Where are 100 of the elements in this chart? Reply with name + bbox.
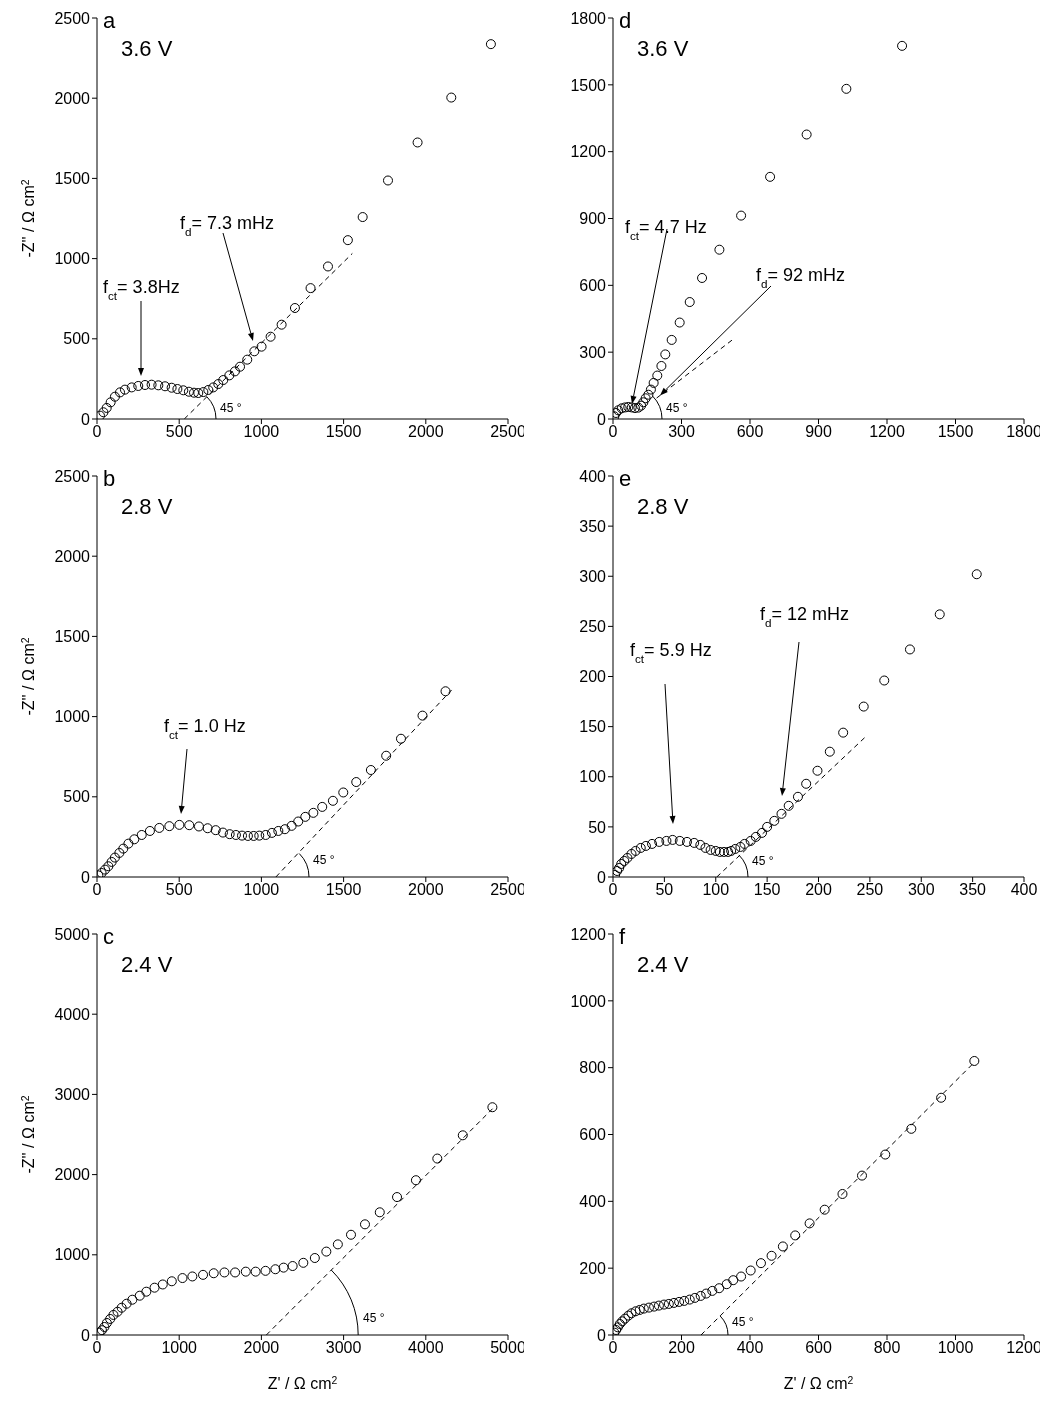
point (114, 847, 125, 858)
point (273, 825, 284, 836)
y-tick-label: 300 (579, 567, 607, 585)
y-tick-label: 3000 (54, 1086, 91, 1104)
point (630, 1306, 641, 1317)
point (812, 765, 823, 776)
y-tick-label: 500 (63, 788, 91, 806)
annotation: 45 ° (363, 1311, 385, 1325)
point (346, 1229, 356, 1240)
point (801, 778, 812, 789)
point (667, 834, 678, 845)
point (218, 375, 229, 386)
chart-title: d (619, 8, 632, 33)
point (766, 1250, 777, 1261)
y-tick-label: 0 (81, 410, 91, 428)
point (857, 1170, 867, 1181)
point (769, 815, 780, 826)
y-tick-label: 1500 (570, 76, 607, 94)
point (203, 384, 214, 395)
y-tick-label: 2000 (54, 547, 91, 565)
point (446, 92, 457, 103)
point (647, 838, 658, 849)
y-tick-label: 1200 (570, 143, 607, 161)
point (382, 175, 393, 186)
chart-title: b (103, 466, 116, 491)
point (109, 391, 120, 402)
x-tick-label: 3000 (325, 1339, 362, 1357)
x-tick-label: 200 (668, 1339, 695, 1357)
x-tick-label: 400 (1010, 881, 1038, 899)
y-tick-label: 400 (579, 467, 607, 485)
point (801, 129, 812, 140)
point (971, 569, 982, 580)
point (338, 787, 349, 798)
point (659, 1299, 670, 1310)
x-tick-label: 250 (856, 881, 884, 899)
point (172, 384, 183, 395)
point (198, 387, 209, 398)
point (656, 360, 667, 371)
text: 3.6 V (637, 36, 689, 61)
point (634, 1304, 645, 1315)
annotation: f$_{d}$= 7.3 mHz (180, 213, 275, 238)
point (289, 303, 300, 313)
point (635, 842, 646, 853)
point (897, 40, 908, 51)
point (776, 808, 787, 819)
point (880, 1149, 891, 1160)
text: 2.8 V (637, 494, 689, 519)
point (108, 1309, 119, 1320)
y-tick-label: 2500 (54, 9, 91, 27)
point (663, 1298, 674, 1309)
point (487, 1102, 498, 1113)
y-tick-label: 0 (597, 868, 607, 886)
text: 2.8 V (121, 494, 173, 519)
point (322, 261, 333, 272)
point (279, 824, 290, 835)
x-tick-label: 500 (165, 881, 193, 899)
point (750, 831, 761, 842)
point (178, 385, 189, 396)
point (235, 361, 246, 372)
point (293, 816, 304, 827)
x-tick-label: 50 (655, 881, 674, 899)
point (777, 1241, 788, 1252)
point (101, 402, 112, 413)
x-tick-label: 1500 (325, 423, 362, 441)
point (718, 846, 729, 857)
y-tick-label: 800 (579, 1059, 607, 1077)
point (224, 370, 235, 381)
point (697, 272, 708, 283)
point (432, 1153, 443, 1164)
y-tick-label: 1800 (570, 9, 607, 27)
point (140, 380, 151, 390)
point (109, 852, 120, 863)
point (309, 1253, 320, 1264)
annotation: f$_{ct}$= 3.8Hz (103, 277, 180, 302)
point (332, 1239, 343, 1250)
y-tick-label: 350 (579, 517, 607, 535)
point (115, 387, 126, 398)
point (412, 137, 423, 148)
point (906, 1123, 917, 1134)
point (841, 83, 852, 94)
point (240, 1266, 251, 1277)
point (193, 388, 204, 399)
point (153, 380, 164, 391)
text: 3.6 V (121, 36, 173, 61)
y-tick-label: 2000 (54, 1166, 91, 1184)
point (237, 830, 247, 841)
point (224, 829, 235, 840)
point (230, 1267, 241, 1278)
point (626, 848, 637, 859)
point (762, 821, 773, 832)
point (116, 1302, 127, 1313)
point (359, 1219, 370, 1230)
point (684, 1294, 695, 1305)
point (714, 846, 725, 857)
y-tick-label: 200 (579, 1259, 607, 1277)
point (735, 841, 746, 852)
point (730, 843, 741, 854)
annotation: 45 ° (220, 401, 242, 415)
y-tick-label: 1000 (54, 250, 91, 268)
point (640, 393, 651, 404)
